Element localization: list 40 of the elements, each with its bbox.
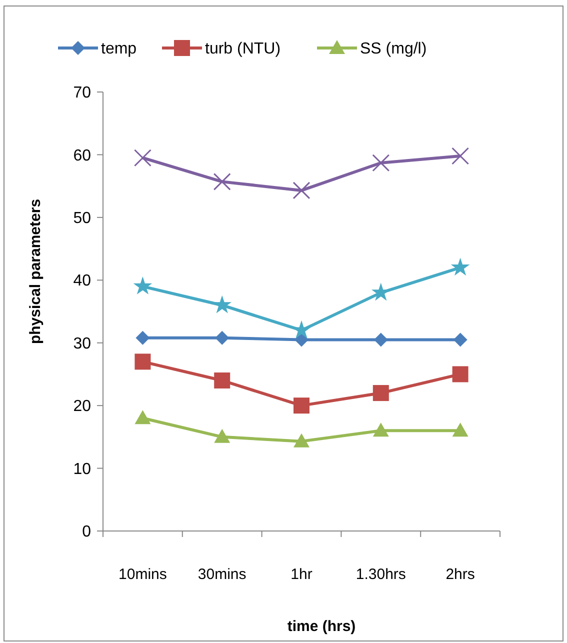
- point: [133, 276, 152, 294]
- legend-label: turb (NTU): [205, 40, 281, 58]
- y-tick-label: 30: [73, 335, 92, 352]
- y-tick-label: 40: [73, 272, 92, 290]
- y-tick-label: 10: [73, 460, 92, 478]
- point: [452, 366, 468, 382]
- point: [134, 354, 151, 370]
- point: [134, 149, 152, 167]
- point: [372, 385, 389, 402]
- x-tick-label: 1.30hrs: [356, 566, 406, 583]
- point: [136, 330, 150, 345]
- point: [453, 332, 468, 347]
- point: [215, 330, 230, 345]
- x-tick-label: 30mins: [198, 566, 246, 583]
- y-axis-title: physical parameters: [27, 198, 44, 344]
- legend-label: SS (mg/l): [360, 40, 427, 58]
- point: [372, 422, 389, 437]
- point: [294, 433, 310, 448]
- point: [452, 147, 470, 165]
- x-axis-title: time (hrs): [287, 618, 356, 635]
- point: [213, 172, 231, 190]
- x-tick-label: 1hr: [290, 566, 312, 583]
- y-tick-label: 20: [73, 398, 92, 416]
- y-tick-label: 60: [73, 147, 92, 164]
- y-tick-label: 70: [73, 84, 92, 102]
- point: [294, 332, 308, 347]
- point: [214, 372, 230, 388]
- point: [452, 422, 468, 437]
- legend-label: temp: [101, 40, 137, 58]
- point: [374, 332, 388, 347]
- point: [134, 410, 151, 424]
- point: [372, 154, 390, 172]
- y-tick-label: 0: [82, 524, 92, 541]
- point: [292, 182, 310, 200]
- point: [214, 428, 230, 443]
- y-tick-label: 50: [73, 210, 92, 228]
- x-tick-label: 10mins: [118, 566, 167, 583]
- point: [294, 398, 310, 414]
- point: [450, 258, 470, 276]
- x-tick-label: 2hrs: [446, 566, 475, 583]
